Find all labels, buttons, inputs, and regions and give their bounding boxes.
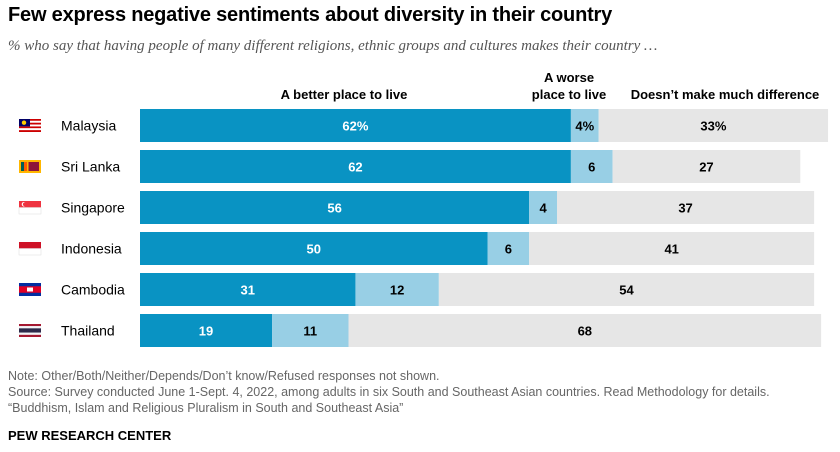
bar-segment-worse <box>570 150 613 183</box>
chart-notes: Note: Other/Both/Neither/Depends/Don’t k… <box>8 368 770 416</box>
bar-segment-worse <box>487 232 530 265</box>
data-label-no-difference: 68 <box>578 324 592 339</box>
bar-segment-worse <box>355 273 439 306</box>
sri-lanka-flag-icon <box>19 160 41 173</box>
cambodia-flag-icon <box>19 283 41 296</box>
data-label-worse: 12 <box>390 283 404 298</box>
data-label-better: 50 <box>307 242 321 257</box>
note-line: Note: Other/Both/Neither/Depends/Don’t k… <box>8 369 440 383</box>
data-label-worse: 6 <box>505 242 512 257</box>
column-headers: A better place to live A worse place to … <box>281 70 820 102</box>
data-label-worse: 4 <box>539 201 547 216</box>
header-worse-line2: place to live <box>532 87 606 102</box>
bar-segment-better <box>140 109 571 142</box>
data-label-better: 19 <box>199 324 213 339</box>
country-label: Thailand <box>61 323 115 339</box>
bar-segment-no-difference <box>438 273 815 306</box>
bar-segment-better <box>140 150 571 183</box>
data-label-no-difference: 54 <box>619 283 634 298</box>
data-label-better: 31 <box>240 283 254 298</box>
data-label-better: 62 <box>348 160 362 175</box>
bar-segment-no-difference <box>598 109 829 142</box>
bar-segment-no-difference <box>529 232 815 265</box>
malaysia-flag-icon <box>19 119 41 132</box>
bar-segment-worse <box>272 314 349 347</box>
chart-title: Few express negative sentiments about di… <box>8 4 613 26</box>
data-label-no-difference: 41 <box>664 242 678 257</box>
data-label-no-difference: 33% <box>700 119 726 134</box>
bar-segment-better <box>140 273 356 306</box>
header-no-difference: Doesn’t make much difference <box>631 87 820 102</box>
data-label-no-difference: 27 <box>699 160 713 175</box>
bar-segment-no-difference <box>612 150 801 183</box>
singapore-flag-icon <box>18 201 42 215</box>
source-line: Source: Survey conducted June 1-Sept. 4,… <box>8 385 770 399</box>
data-label-no-difference: 37 <box>678 201 692 216</box>
report-title-line: “Buddhism, Islam and Religious Pluralism… <box>8 401 404 415</box>
brand-logo: PEW RESEARCH CENTER <box>8 428 172 443</box>
header-worse-line1: A worse <box>544 70 594 85</box>
country-label: Cambodia <box>61 282 125 298</box>
chart-rows: Malaysia 62% 4% 33% Sri Lanka 62 6 27 Singapore 5… <box>18 109 829 347</box>
indonesia-flag-icon <box>18 242 42 256</box>
data-label-better: 62% <box>342 119 368 134</box>
data-label-worse: 4% <box>575 119 594 134</box>
bar-segment-better <box>140 232 488 265</box>
header-better: A better place to live <box>281 87 408 102</box>
bar-segment-better <box>140 191 530 224</box>
data-label-worse: 11 <box>303 324 317 339</box>
country-label: Singapore <box>61 200 125 216</box>
country-label: Malaysia <box>61 118 116 134</box>
data-label-worse: 6 <box>588 160 595 175</box>
bar-segment-no-difference <box>557 191 815 224</box>
country-label: Indonesia <box>61 241 122 257</box>
bar-segment-better <box>140 314 273 347</box>
country-label: Sri Lanka <box>61 159 120 175</box>
bar-segment-worse <box>529 191 557 224</box>
bar-segment-no-difference <box>348 314 822 347</box>
thailand-flag-icon <box>19 324 41 337</box>
data-label-better: 56 <box>327 201 341 216</box>
chart-subtitle: % who say that having people of many dif… <box>8 38 658 54</box>
bar-segment-worse <box>570 109 599 142</box>
